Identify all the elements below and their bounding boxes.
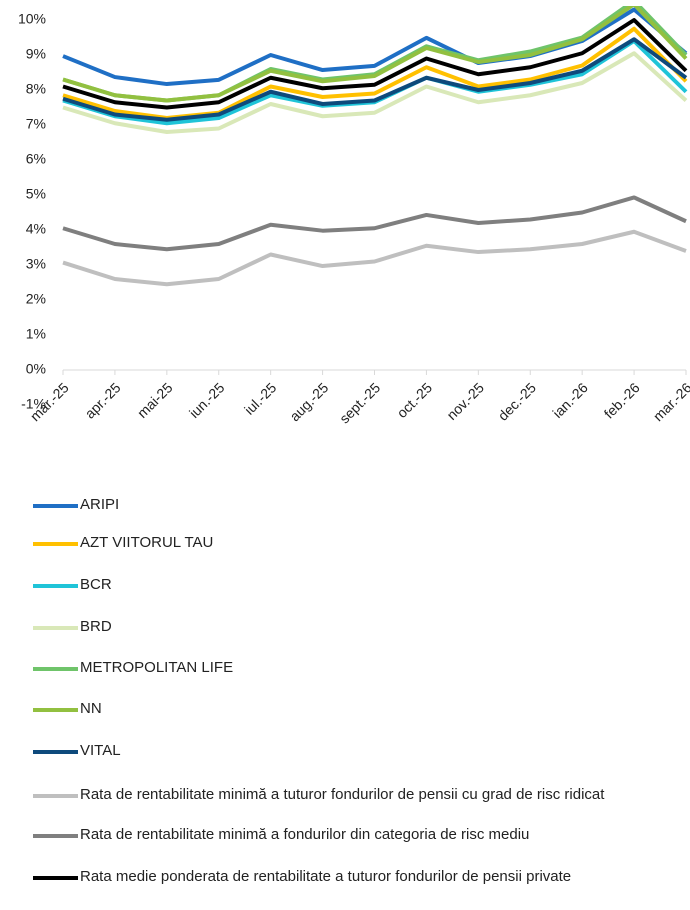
legend-swatch <box>33 584 78 588</box>
legend-swatch <box>33 626 78 630</box>
legend-item: BRD <box>33 618 655 637</box>
legend-swatch <box>33 667 78 671</box>
y-tick-label: 7% <box>26 116 46 132</box>
y-tick-label: 8% <box>26 81 46 97</box>
legend-swatch <box>33 750 78 754</box>
legend-swatch <box>33 794 78 798</box>
legend-swatch <box>33 504 78 508</box>
y-tick-label: 0% <box>26 361 46 377</box>
y-tick-label: 10% <box>18 11 46 27</box>
chart: -1%0%1%2%3%4%5%6%7%8%9%10%mar.-25 apr.-25… <box>18 6 690 427</box>
legend-item: Rata medie ponderata de rentabilitate a … <box>33 868 655 887</box>
x-tick-label: dec.-25 <box>495 379 539 423</box>
x-tick-label: ian.-26 <box>549 379 591 421</box>
x-tick-label: feb.-26 <box>601 379 643 421</box>
legend-label: BCR <box>80 576 112 593</box>
legend-item: METROPOLITAN LIFE <box>33 659 655 678</box>
y-tick-label: 5% <box>26 186 46 202</box>
x-tick-label: iul.-25 <box>241 379 279 417</box>
legend-label: NN <box>80 700 102 717</box>
legend-label: ARIPI <box>80 496 120 513</box>
legend-swatch <box>33 834 78 838</box>
series-line <box>62 6 688 103</box>
y-tick-label: 1% <box>26 326 46 342</box>
legend-label: METROPOLITAN LIFE <box>80 659 234 676</box>
legend-swatch <box>33 876 78 880</box>
lines <box>62 6 688 287</box>
y-tick-label: 3% <box>26 256 46 272</box>
y-tick-label: 6% <box>26 151 46 167</box>
x-tick-label: sept.-25 <box>336 379 383 426</box>
series-line <box>62 229 687 287</box>
x-tick-label: mar.-26 <box>650 379 690 424</box>
legend-label: Rata de rentabilitate minimă a fondurilo… <box>80 826 530 843</box>
legend-label: VITAL <box>80 742 121 759</box>
x-tick-label: iun.-25 <box>186 379 228 421</box>
legend-item: NN <box>33 700 655 719</box>
y-tick-label: 2% <box>26 291 46 307</box>
legend-swatch <box>33 708 78 712</box>
x-tick-label: oct.-25 <box>394 379 436 421</box>
legend-item: Rata de rentabilitate minimă a tuturor f… <box>33 786 655 805</box>
legend-label: Rata de rentabilitate minimă a tuturor f… <box>80 786 605 803</box>
x-tick-label: apr.-25 <box>82 379 124 421</box>
x-tick-label: nov.-25 <box>443 379 487 423</box>
legend-item: Rata de rentabilitate minimă a fondurilo… <box>33 826 655 845</box>
legend-item: ARIPI <box>33 496 655 515</box>
series-line <box>62 51 688 134</box>
legend-item: VITAL <box>33 742 655 761</box>
y-tick-label: 9% <box>26 46 46 62</box>
y-tick-label: 4% <box>26 221 46 237</box>
legend-swatch <box>33 542 78 546</box>
legend-label: Rata medie ponderata de rentabilitate a … <box>80 868 572 885</box>
series-line <box>62 37 688 122</box>
legend-label: BRD <box>80 618 112 635</box>
series-line <box>62 18 688 110</box>
x-tick-label: mai-25 <box>134 379 176 421</box>
legend-label: AZT VIITORUL TAU <box>80 534 214 551</box>
legend-item: AZT VIITORUL TAU <box>33 534 655 553</box>
legend-item: BCR <box>33 576 655 595</box>
series-line <box>62 195 687 252</box>
x-tick-label: aug.-25 <box>286 379 331 424</box>
y-tick-label: -1% <box>21 396 46 412</box>
